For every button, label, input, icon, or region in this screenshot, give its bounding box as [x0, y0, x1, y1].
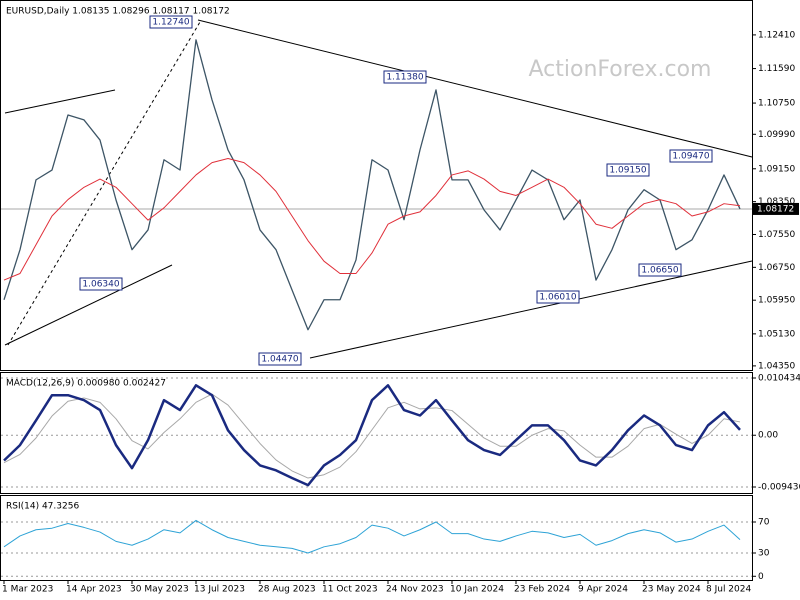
y-tick-label: 1.08350 — [758, 197, 795, 207]
y-tick-label: 0.010434 — [758, 374, 800, 384]
triangle-lower — [309, 260, 753, 359]
dashed-trend — [7, 21, 201, 346]
x-tick-label: 30 May 2023 — [130, 585, 189, 595]
y-tick-label: 0 — [758, 572, 764, 582]
annotation-box — [606, 163, 650, 177]
x-tick-label: 24 Nov 2023 — [386, 585, 444, 595]
annotation: 1.09150 — [609, 166, 646, 176]
annotation: 1.06340 — [82, 280, 119, 290]
series-line — [3, 39, 741, 331]
series-line — [3, 158, 741, 281]
price-label: 1.08172 — [757, 204, 794, 214]
panel-title: MACD(12,26,9) 0.000980 0.002427 — [6, 379, 166, 389]
x-tick-label: 8 Jul 2024 — [706, 585, 751, 595]
y-tick-label: 1.12410 — [758, 30, 795, 40]
y-tick-label: 1.05950 — [758, 296, 795, 306]
x-tick-label: 23 May 2024 — [642, 585, 701, 595]
annotation-box — [383, 70, 427, 84]
y-tick-label: 30 — [758, 549, 770, 559]
panel-title: RSI(14) 47.3256 — [6, 502, 79, 512]
y-tick-label: 1.09150 — [758, 164, 795, 174]
x-tick-label: 9 Apr 2024 — [578, 585, 628, 595]
annotation: 1.12740 — [152, 18, 189, 28]
panel-frame — [0, 495, 753, 581]
y-tick-label: 1.10750 — [758, 99, 795, 109]
x-tick-label: 14 Apr 2023 — [66, 585, 122, 595]
watermark: ActionForex.com — [529, 57, 712, 82]
y-tick-label: 1.04350 — [758, 361, 795, 371]
x-tick-label: 11 Oct 2023 — [322, 585, 378, 595]
y-tick-label: 0.00 — [758, 431, 778, 441]
y-tick-label: 1.07550 — [758, 230, 795, 240]
annotation: 1.04470 — [261, 355, 298, 365]
annotation: 1.11380 — [386, 73, 423, 83]
panel-frame — [0, 0, 753, 371]
panel-title: EURUSD,Daily 1.08135 1.08296 1.08117 1.0… — [6, 7, 230, 17]
annotation-box — [669, 149, 713, 163]
annotation-box — [638, 263, 682, 277]
y-tick-label: 1.05130 — [758, 329, 795, 339]
x-tick-label: 1 Mar 2023 — [2, 585, 53, 595]
triangle-upper — [197, 19, 753, 158]
channel-lower — [4, 264, 173, 346]
panel-frame — [0, 372, 753, 494]
x-tick-label: 28 Aug 2023 — [258, 585, 316, 595]
x-tick-label: 10 Jan 2024 — [450, 585, 504, 595]
annotation-box — [536, 290, 580, 304]
series-line — [3, 384, 741, 487]
y-tick-label: -0.009436 — [758, 482, 800, 492]
series-line — [3, 519, 741, 554]
annotation-box — [79, 277, 123, 291]
x-tick-label: 13 Jul 2023 — [194, 585, 245, 595]
series-line — [3, 393, 741, 479]
annotation: 1.09470 — [672, 152, 709, 162]
trend-lines — [4, 19, 753, 359]
channel-upper — [4, 89, 116, 114]
annotation: 1.06650 — [641, 266, 678, 276]
annotation-box — [149, 15, 193, 29]
annotation-box — [258, 352, 302, 366]
y-tick-label: 1.11590 — [758, 64, 795, 74]
y-tick-label: 1.06750 — [758, 263, 795, 273]
annotation: 1.06010 — [539, 293, 576, 303]
x-tick-label: 23 Feb 2024 — [514, 585, 570, 595]
price-label-box — [753, 202, 799, 215]
y-tick-label: 1.09990 — [758, 130, 795, 140]
y-tick-label: 70 — [758, 517, 770, 527]
